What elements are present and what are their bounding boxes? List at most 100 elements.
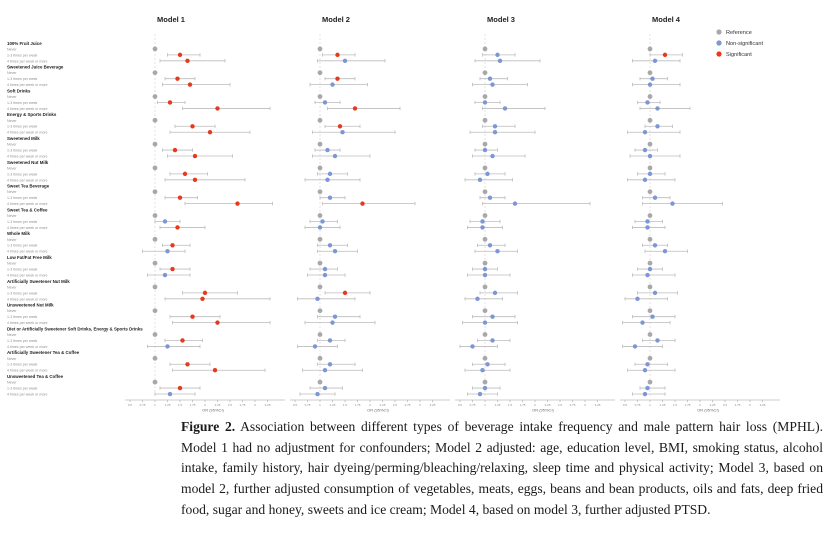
nonsignificant-point bbox=[480, 368, 485, 373]
row-label: Never bbox=[7, 309, 17, 313]
nonsignificant-point bbox=[320, 219, 325, 224]
nonsignificant-point bbox=[662, 249, 668, 254]
nonsignificant-point bbox=[652, 290, 658, 296]
reference-point bbox=[317, 236, 323, 242]
nonsignificant-point bbox=[487, 243, 493, 248]
nonsignificant-point bbox=[650, 314, 655, 319]
nonsignificant-point bbox=[327, 195, 333, 200]
reference-point bbox=[317, 70, 323, 76]
reference-point bbox=[482, 308, 488, 314]
significant-point bbox=[175, 76, 180, 81]
reference-point bbox=[317, 94, 323, 99]
axis-tick-label: 1 bbox=[319, 403, 321, 407]
nonsignificant-point bbox=[635, 296, 640, 302]
nonsignificant-point bbox=[332, 153, 338, 159]
nonsignificant-point bbox=[487, 195, 493, 200]
axis-tick-label: 2.75 bbox=[240, 403, 246, 407]
axis-tick-label: 2 bbox=[699, 403, 701, 407]
reference-point bbox=[482, 213, 488, 218]
row-label: Never bbox=[7, 285, 17, 289]
nonsignificant-point bbox=[482, 385, 488, 391]
nonsignificant-point bbox=[670, 201, 675, 206]
axis-tick-label: 2.25 bbox=[380, 403, 386, 407]
reference-point bbox=[647, 165, 653, 171]
row-label: Never bbox=[7, 238, 17, 242]
reference-point bbox=[647, 70, 653, 76]
axis-tick-label: 2.5 bbox=[723, 403, 728, 407]
nonsignificant-point bbox=[470, 344, 475, 349]
group-label: Soft Drinks bbox=[7, 88, 31, 93]
nonsignificant-point bbox=[652, 58, 658, 64]
nonsignificant-point bbox=[165, 344, 170, 349]
reference-point bbox=[317, 260, 323, 266]
reference-point bbox=[317, 141, 323, 147]
figure-caption-text: Association between different types of b… bbox=[181, 419, 823, 517]
legend-label: Significant bbox=[726, 52, 752, 58]
row-label: 4 times per week or more bbox=[7, 297, 48, 301]
axis-tick-label: 1.25 bbox=[165, 403, 171, 407]
reference-point bbox=[317, 213, 323, 218]
group-label: Artificially Sweetener Tea & Coffee bbox=[7, 350, 80, 355]
axis-tick-label: 2.25 bbox=[215, 403, 221, 407]
reference-point bbox=[152, 189, 158, 195]
reference-point bbox=[317, 165, 323, 171]
nonsignificant-point bbox=[317, 225, 323, 230]
figure-caption: Figure 2. Association between different … bbox=[181, 417, 823, 520]
significant-point bbox=[200, 296, 205, 302]
panel-title: Model 4 bbox=[652, 15, 681, 24]
axis-tick-label: 2.75 bbox=[405, 403, 411, 407]
row-label: 1-3 times per week bbox=[7, 268, 38, 272]
nonsignificant-point bbox=[495, 52, 500, 58]
group-label: Energy & Sports Drinks bbox=[7, 112, 57, 117]
nonsignificant-point bbox=[647, 153, 653, 159]
axis-tick-label: 0.5 bbox=[623, 403, 628, 407]
reference-point bbox=[317, 355, 323, 361]
axis-tick-label: 2 bbox=[534, 403, 536, 407]
reference-point bbox=[647, 94, 653, 99]
axis-tick-label: 1.75 bbox=[190, 403, 196, 407]
row-label: 4 times per week or more bbox=[7, 369, 48, 373]
axis-tick-label: 2.25 bbox=[710, 403, 716, 407]
reference-point bbox=[152, 308, 158, 314]
nonsignificant-point bbox=[327, 338, 333, 343]
nonsignificant-point bbox=[482, 147, 488, 153]
reference-point bbox=[647, 236, 653, 242]
row-label: 1-3 times per week bbox=[7, 196, 38, 200]
reference-point bbox=[317, 379, 323, 385]
axis-tick-label: 1.5 bbox=[673, 403, 678, 407]
row-label: 1-3 times per week bbox=[7, 172, 38, 176]
row-label: Never bbox=[7, 381, 17, 385]
nonsignificant-point bbox=[162, 219, 168, 224]
axis-tick-label: 2.5 bbox=[558, 403, 563, 407]
row-label: 4 times per week or more bbox=[7, 59, 48, 63]
reference-point bbox=[482, 70, 488, 76]
nonsignificant-point bbox=[642, 130, 648, 135]
nonsignificant-point bbox=[645, 100, 650, 105]
nonsignificant-point bbox=[325, 147, 330, 153]
significant-point bbox=[235, 201, 240, 206]
axis-tick-label: 2.75 bbox=[570, 403, 576, 407]
nonsignificant-point bbox=[322, 368, 328, 373]
nonsignificant-point bbox=[165, 249, 170, 254]
reference-point bbox=[647, 141, 653, 147]
reference-point bbox=[482, 165, 488, 171]
nonsignificant-point bbox=[490, 153, 495, 159]
nonsignificant-point bbox=[642, 368, 648, 373]
reference-point bbox=[152, 70, 158, 76]
row-label: 1-3 times per week bbox=[7, 363, 38, 367]
reference-point bbox=[482, 117, 488, 123]
reference-point bbox=[317, 332, 323, 337]
significant-point bbox=[167, 100, 173, 105]
axis-tick-label: 1.5 bbox=[178, 403, 183, 407]
group-label: Unsweetened Nut Milk bbox=[7, 303, 54, 308]
reference-point bbox=[152, 332, 158, 337]
reference-point bbox=[317, 46, 323, 52]
significant-point bbox=[185, 362, 190, 367]
reference-point bbox=[482, 355, 488, 361]
nonsignificant-point bbox=[482, 266, 488, 272]
reference-point bbox=[647, 332, 653, 337]
row-label: Never bbox=[7, 333, 17, 337]
row-label: 4 times per week or more bbox=[7, 154, 48, 158]
row-label: Never bbox=[7, 47, 17, 51]
